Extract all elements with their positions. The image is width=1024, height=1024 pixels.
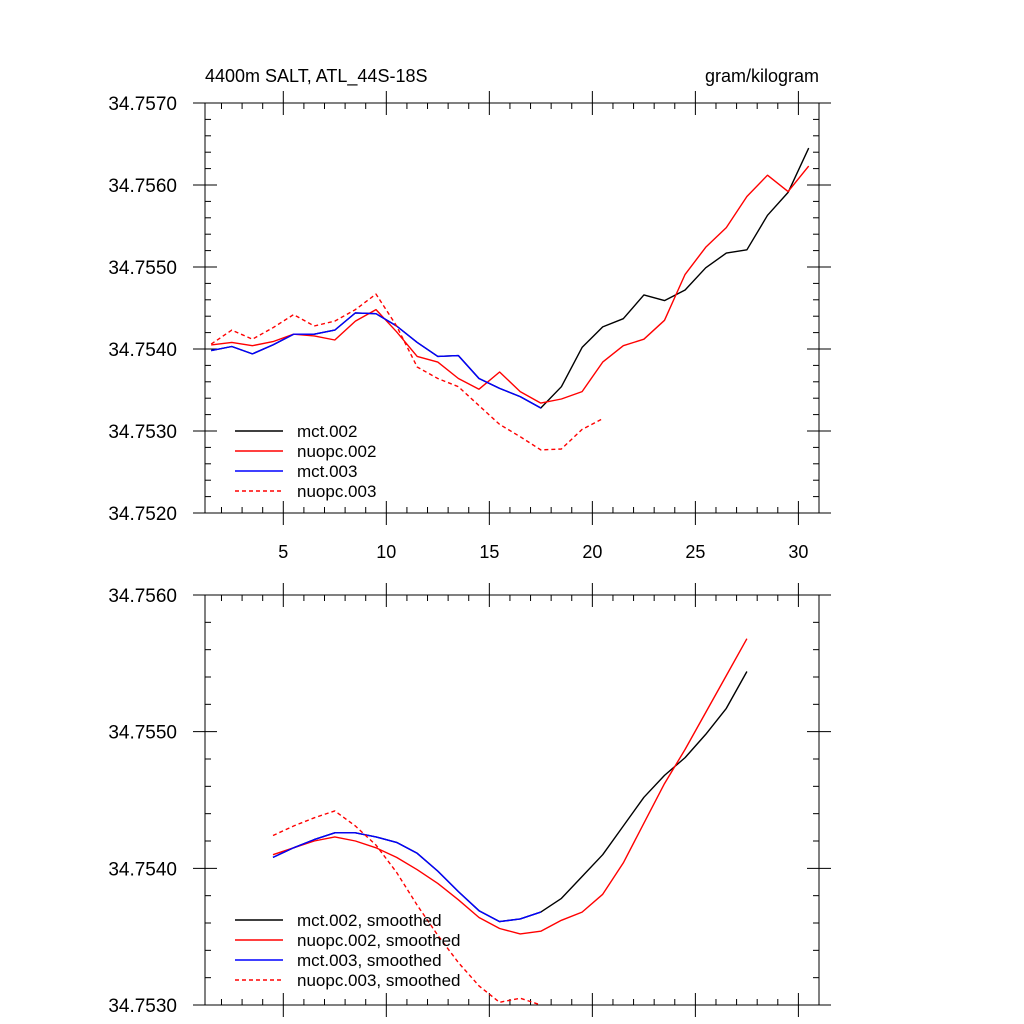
chart-title: 4400m SALT, ATL_44S-18S <box>205 66 427 87</box>
top-plot-frame <box>204 102 820 514</box>
top-panel: 4400m SALT, ATL_44S-18S gram/kilogram 34… <box>108 66 831 562</box>
units-label: gram/kilogram <box>705 66 819 86</box>
legend-label: nuopc.003 <box>297 482 376 501</box>
legend-label: mct.002 <box>297 422 357 441</box>
y-tick-label: 34.7540 <box>108 859 177 880</box>
legend-label: mct.003 <box>297 462 357 481</box>
y-tick-label: 34.7530 <box>108 996 177 1017</box>
x-tick-label: 15 <box>479 542 499 562</box>
bottom-series <box>272 638 748 1005</box>
top-ticks <box>193 91 831 525</box>
bottom-plot-frame <box>204 594 820 1006</box>
x-tick-label: 5 <box>278 542 288 562</box>
y-tick-label: 34.7550 <box>108 258 177 279</box>
x-tick-label: 20 <box>582 542 602 562</box>
bottom-legend: mct.002, smoothed nuopc.002, smoothed mc… <box>235 911 461 990</box>
y-tick-label: 34.7550 <box>108 723 177 744</box>
top-legend: mct.002 nuopc.002 mct.003 nuopc.003 <box>235 422 376 501</box>
x-tick-label: 30 <box>788 542 808 562</box>
series-line-nuopc-002 <box>211 165 810 404</box>
y-tick-label: 34.7530 <box>108 422 177 443</box>
y-tick-label: 34.7560 <box>108 586 177 607</box>
series-line-mct-003-smoothed <box>272 832 542 923</box>
bottom-y-tick-labels: 34.7530 34.7540 34.7550 34.7560 <box>108 586 177 1017</box>
legend-label: nuopc.003, smoothed <box>297 971 461 990</box>
series-line-mct-002 <box>211 147 810 409</box>
legend-label: mct.003, smoothed <box>297 951 442 970</box>
top-series <box>210 147 810 451</box>
x-tick-label: 25 <box>685 542 705 562</box>
series-line-mct-002-smoothed <box>272 671 748 923</box>
series-line-nuopc-003 <box>210 293 604 451</box>
legend-label: mct.002, smoothed <box>297 911 442 930</box>
x-tick-label: 10 <box>376 542 396 562</box>
bottom-ticks <box>193 583 831 1017</box>
y-tick-label: 34.7540 <box>108 340 177 361</box>
bottom-panel: 34.7530 34.7540 34.7550 34.7560 mct.002, sm… <box>108 583 831 1017</box>
y-tick-label: 34.7520 <box>108 504 177 525</box>
y-tick-label: 34.7560 <box>108 176 177 197</box>
legend-label: nuopc.002 <box>297 442 376 461</box>
y-tick-label: 34.7570 <box>108 94 177 115</box>
series-line-nuopc-002-smoothed <box>272 638 748 935</box>
top-x-tick-labels: 5 10 15 20 25 30 <box>278 542 808 562</box>
series-line-nuopc-003-smoothed <box>272 810 542 1005</box>
legend-label: nuopc.002, smoothed <box>297 931 461 950</box>
top-y-tick-labels: 34.7520 34.7530 34.7540 34.7550 34.7560 34.75… <box>108 94 177 525</box>
series-line-mct-003 <box>211 312 542 409</box>
